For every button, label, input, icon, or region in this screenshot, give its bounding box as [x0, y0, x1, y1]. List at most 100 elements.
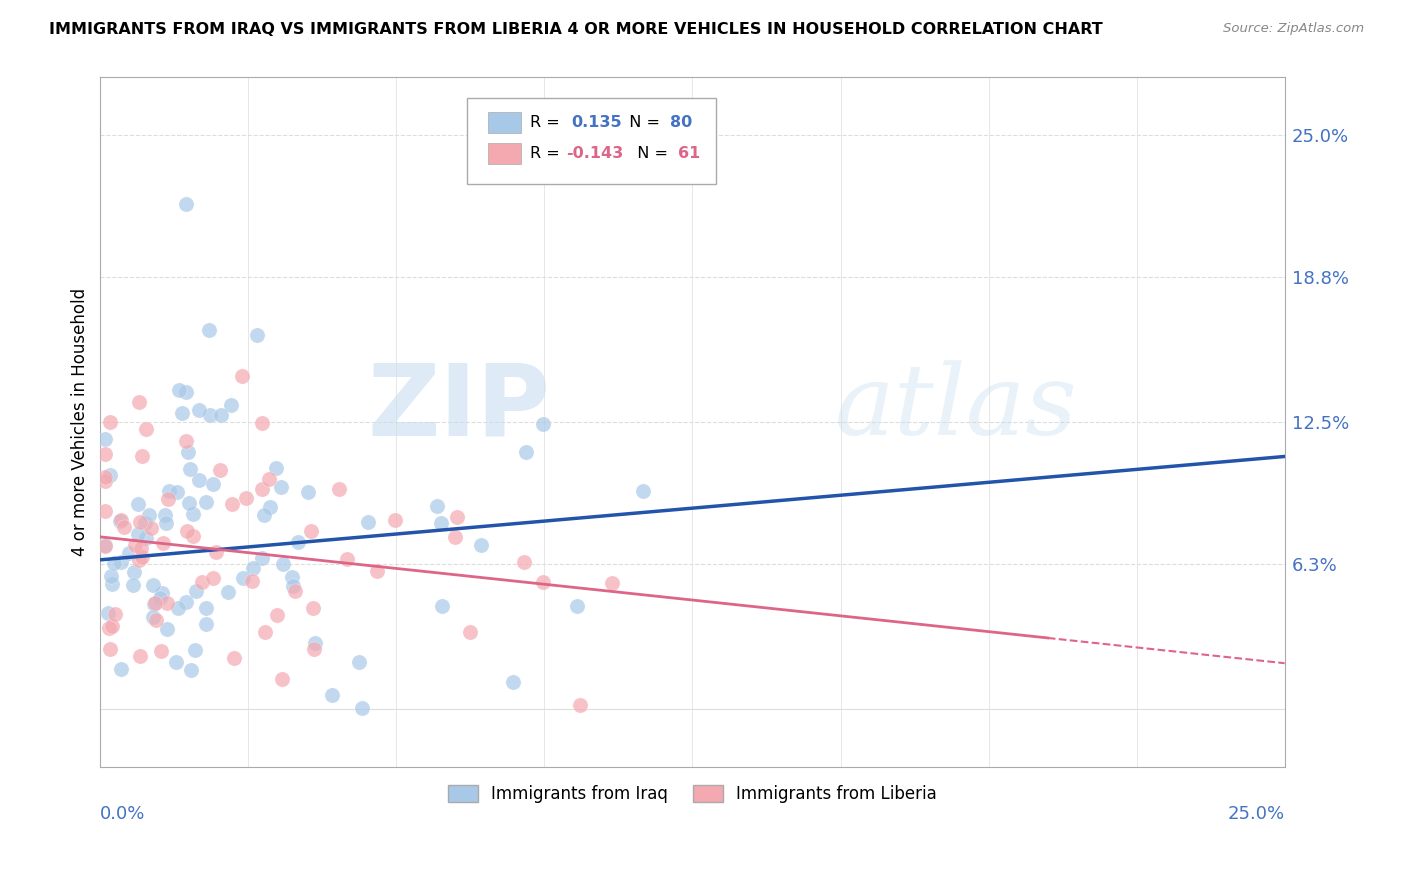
Point [252, 508, 274, 522]
Point [134, 516, 156, 530]
Point [460, 624, 482, 639]
Point [94, 470, 117, 484]
Point [446, 509, 468, 524]
Point [252, 416, 274, 430]
FancyBboxPatch shape [467, 98, 716, 185]
Point [138, 508, 160, 522]
Point [128, 553, 150, 567]
Point [94, 474, 117, 488]
Text: atlas: atlas [835, 360, 1077, 456]
Text: 0.0%: 0.0% [100, 805, 146, 823]
Point [143, 595, 166, 609]
Point [190, 575, 212, 590]
Point [299, 524, 322, 538]
Point [205, 545, 228, 559]
Point [235, 491, 257, 505]
Point [242, 561, 264, 575]
Point [110, 513, 132, 527]
Point [352, 701, 374, 715]
Point [187, 474, 209, 488]
Point [304, 635, 326, 649]
Point [531, 417, 554, 431]
Point [129, 541, 152, 555]
Point [142, 578, 165, 592]
Point [250, 482, 273, 496]
Point [110, 662, 132, 676]
Point [156, 596, 179, 610]
Point [287, 535, 309, 549]
Point [302, 642, 325, 657]
Point [531, 574, 554, 589]
Point [122, 578, 145, 592]
Point [104, 607, 127, 621]
Point [157, 483, 180, 498]
Point [94, 538, 117, 552]
Text: 25.0%: 25.0% [1227, 805, 1285, 823]
Point [129, 649, 152, 664]
Point [297, 484, 319, 499]
Point [231, 369, 253, 384]
Point [97, 606, 120, 620]
Point [98, 415, 121, 429]
Legend: Immigrants from Iraq, Immigrants from Liberia: Immigrants from Iraq, Immigrants from Li… [441, 779, 943, 810]
Point [366, 564, 388, 578]
Point [100, 619, 122, 633]
Point [336, 552, 359, 566]
Point [127, 497, 149, 511]
Text: ZIP: ZIP [367, 359, 550, 457]
Point [124, 565, 146, 579]
Point [169, 383, 191, 397]
Point [232, 571, 254, 585]
Point [631, 484, 654, 499]
Point [444, 530, 467, 544]
Point [112, 520, 135, 534]
Point [253, 625, 276, 640]
Point [328, 482, 350, 496]
Point [357, 515, 380, 529]
Point [174, 196, 197, 211]
FancyBboxPatch shape [488, 143, 520, 163]
Point [142, 609, 165, 624]
Point [100, 569, 122, 583]
Point [202, 571, 225, 585]
Point [284, 584, 307, 599]
Point [98, 641, 121, 656]
Point [181, 507, 204, 521]
Point [240, 574, 263, 589]
Point [270, 480, 292, 494]
Point [98, 468, 121, 483]
Point [321, 689, 343, 703]
Point [246, 328, 269, 343]
Y-axis label: 4 or more Vehicles in Household: 4 or more Vehicles in Household [72, 288, 89, 556]
Point [188, 403, 211, 417]
Point [222, 651, 245, 665]
Point [94, 432, 117, 446]
Point [217, 584, 239, 599]
Point [174, 434, 197, 449]
Point [209, 408, 232, 422]
Point [174, 595, 197, 609]
Point [219, 398, 242, 412]
Point [131, 549, 153, 564]
Point [266, 608, 288, 623]
Point [155, 516, 177, 531]
Point [281, 569, 304, 583]
Point [180, 663, 202, 677]
Point [512, 555, 534, 569]
Point [221, 497, 243, 511]
Point [271, 558, 294, 572]
Point [259, 500, 281, 514]
Text: IMMIGRANTS FROM IRAQ VS IMMIGRANTS FROM LIBERIA 4 OR MORE VEHICLES IN HOUSEHOLD : IMMIGRANTS FROM IRAQ VS IMMIGRANTS FROM … [49, 22, 1102, 37]
Point [600, 575, 623, 590]
Point [181, 529, 204, 543]
Point [565, 599, 588, 614]
Point [165, 655, 187, 669]
Point [176, 524, 198, 538]
Point [194, 601, 217, 615]
Point [271, 672, 294, 686]
Point [384, 513, 406, 527]
Text: 0.135: 0.135 [572, 115, 623, 129]
Text: R =: R = [530, 145, 565, 161]
Point [94, 447, 117, 461]
Point [301, 601, 323, 615]
